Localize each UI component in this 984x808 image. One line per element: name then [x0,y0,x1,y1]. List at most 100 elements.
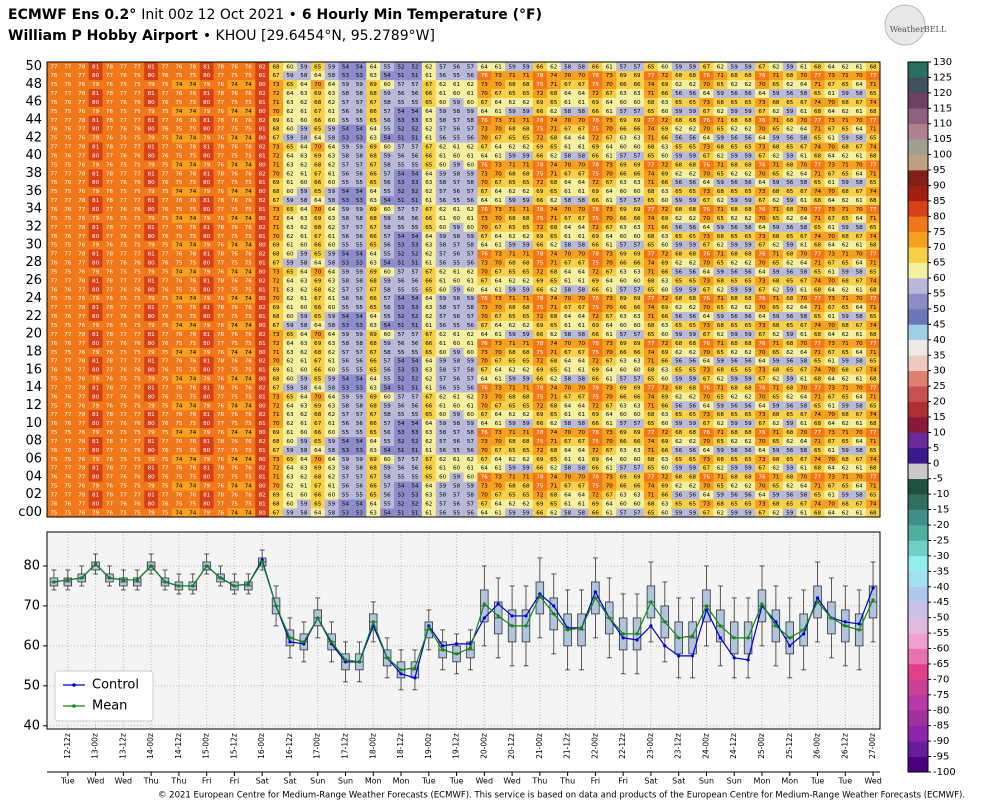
cell-label: 61 [564,501,572,507]
cell-label: 71 [814,216,822,222]
cell-label: 59 [731,153,739,159]
cell-label: 75 [50,162,58,168]
cell-label: 71 [814,439,822,445]
cell-label: 64 [578,403,586,409]
cell-label: 79 [92,162,100,168]
cell-label: 56 [453,377,461,383]
cell-label: 71 [647,225,655,231]
cell-label: 76 [161,341,169,347]
cell-label: 76 [189,439,197,445]
heat-cell [491,472,506,482]
cell-label: 72 [536,448,543,454]
cell-label: 69 [370,269,378,275]
cell-label: 62 [842,198,849,204]
cell-label: 76 [161,368,169,374]
heat-cell [380,445,395,455]
cell-label: 58 [800,225,808,231]
heat-cell [338,472,353,482]
cell-label: 56 [731,403,739,409]
cell-label: 75 [120,323,128,329]
cell-label: 57 [453,243,461,249]
heat-cell [47,490,62,500]
cell-label: 78 [106,332,114,338]
cell-label: 76 [120,287,128,293]
cell-label: 62 [509,234,516,240]
cell-label: 67 [703,287,711,293]
cell-label: 75 [245,341,253,347]
cell-label: 80 [148,207,156,213]
cell-label: 68 [509,439,517,445]
heat-cell [324,454,339,464]
heat-cell [643,499,659,509]
cell-label: 56 [439,510,447,516]
cell-label: 56 [397,466,405,472]
cell-label: 57 [633,510,641,516]
heat-cell [255,463,270,473]
heat-cell [199,481,214,491]
heat-cell [463,454,478,464]
cell-label: 81 [259,234,267,240]
cell-label: 73 [828,430,836,436]
cell-label: 61 [300,171,308,177]
cell-label: 71 [842,385,850,391]
cell-label: 57 [356,475,364,481]
cell-label: 64 [606,501,614,507]
cell-label: 82 [259,359,266,365]
cell-label: 70 [856,475,864,481]
cell-label: 77 [869,162,877,168]
cell-label: 61 [828,269,836,275]
cell-label: 70 [856,430,864,436]
cell-label: 59 [522,510,530,516]
cell-label: 68 [314,350,322,356]
cell-label: 69 [620,385,628,391]
cell-label: 55 [411,475,419,481]
cell-label: 71 [522,296,530,302]
heat-cell [768,463,784,473]
cell-label: 76 [106,189,114,195]
cell-label: 70 [564,430,572,436]
heat-cell [227,454,242,464]
cell-label: 60 [300,180,308,186]
cell-label: 62 [717,421,724,427]
cell-label: 75 [134,377,142,383]
cell-label: 62 [689,394,696,400]
cell-label: 70 [495,394,503,400]
cell-label: 62 [522,189,529,195]
cell-label: 59 [384,341,392,347]
cell-label: 59 [772,492,780,498]
cell-label: 81 [203,278,211,284]
cell-label: 76 [120,501,128,507]
cell-label: 65 [814,492,822,498]
cell-label: 68 [745,385,753,391]
cell-label: 70 [828,189,836,195]
cell-label: 72 [592,403,599,409]
cell-label: 58 [439,430,447,436]
cell-label: 64 [758,492,766,498]
cell-label: 56 [411,153,419,159]
cell-label: 77 [134,439,142,445]
heat-cell [796,445,811,455]
cell-label: 80 [92,421,100,427]
cell-label: 62 [675,350,682,356]
cell-label: 82 [259,466,266,472]
cell-label: 59 [439,296,447,302]
cell-label: 74 [189,457,197,463]
cell-label: 71 [869,261,877,267]
cell-label: 77 [64,252,72,258]
cell-label: 57 [620,332,628,338]
cell-label: 75 [50,484,58,490]
cell-label: 73 [273,145,281,151]
heat-cell [796,463,811,473]
cell-label: 76 [189,492,197,498]
cell-label: 74 [231,350,239,356]
cell-label: 77 [161,492,169,498]
cell-label: 65 [731,189,739,195]
cell-label: 60 [620,412,628,418]
cell-label: 61 [606,243,614,249]
cell-label: 56 [342,234,350,240]
heat-cell [283,454,298,464]
cell-label: 58 [578,332,586,338]
cell-label: 70 [800,475,808,481]
cell-label: 65 [370,430,378,436]
cell-label: 68 [509,216,517,222]
